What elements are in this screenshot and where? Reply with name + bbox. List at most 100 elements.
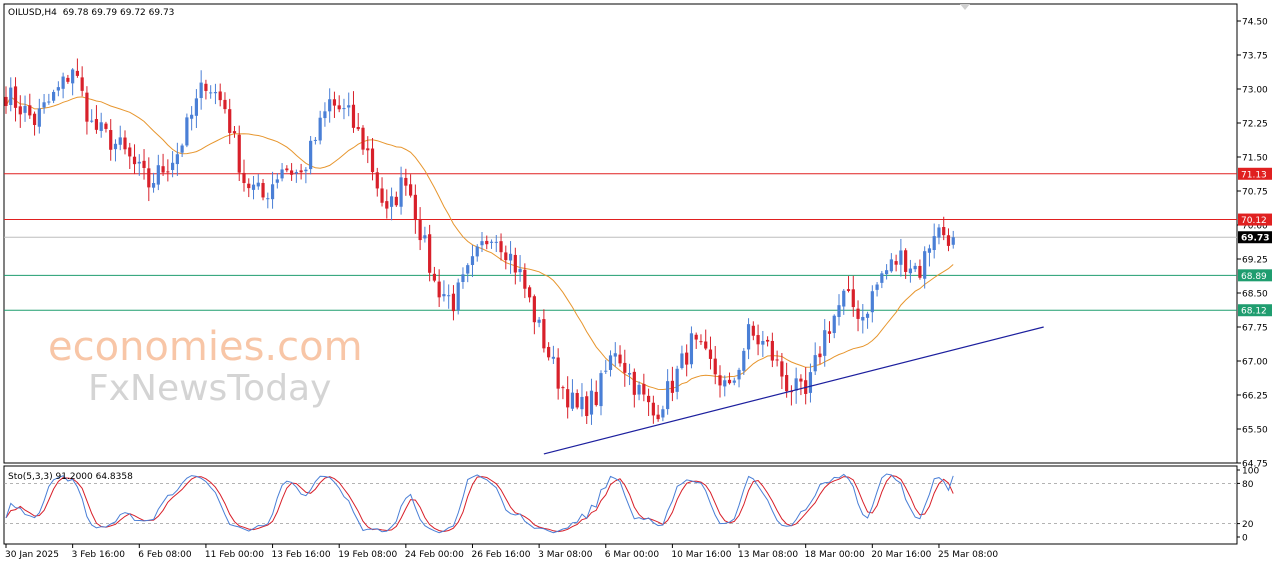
candle[interactable] (908, 259, 912, 283)
candle[interactable] (328, 88, 332, 123)
candle[interactable] (380, 177, 384, 207)
candle[interactable] (927, 244, 932, 267)
candle[interactable] (570, 379, 575, 412)
candle[interactable] (56, 81, 60, 97)
candle[interactable] (580, 383, 584, 417)
candle[interactable] (756, 324, 760, 356)
candle[interactable] (61, 72, 65, 99)
candle[interactable] (694, 332, 698, 349)
candle[interactable] (770, 332, 774, 368)
candle[interactable] (813, 342, 817, 375)
candle[interactable] (275, 173, 279, 189)
candle[interactable] (746, 318, 751, 360)
candle[interactable] (761, 330, 765, 357)
candle[interactable] (270, 171, 275, 209)
candle[interactable] (118, 125, 122, 151)
candle[interactable] (885, 264, 889, 280)
candle[interactable] (599, 370, 603, 416)
candle[interactable] (637, 381, 641, 401)
candle[interactable] (237, 125, 241, 181)
candle[interactable] (104, 121, 108, 133)
candle[interactable] (547, 342, 551, 361)
candle[interactable] (551, 345, 555, 364)
candle[interactable] (708, 336, 713, 370)
candle[interactable] (151, 172, 156, 193)
candle[interactable] (318, 110, 322, 145)
candle[interactable] (128, 142, 132, 169)
candle[interactable] (951, 230, 955, 249)
candle[interactable] (251, 175, 256, 200)
candle[interactable] (432, 266, 436, 283)
candle[interactable] (137, 154, 141, 176)
candle[interactable] (542, 309, 546, 353)
candle[interactable] (242, 159, 246, 192)
candle[interactable] (347, 92, 351, 117)
candle[interactable] (194, 89, 198, 129)
candle[interactable] (375, 167, 379, 197)
candle[interactable] (323, 102, 327, 127)
candle[interactable] (780, 352, 784, 390)
candle[interactable] (480, 231, 484, 252)
candle[interactable] (394, 191, 398, 207)
candle[interactable] (161, 153, 165, 176)
candle[interactable] (794, 367, 798, 404)
candle[interactable] (232, 125, 237, 138)
candle[interactable] (689, 326, 694, 369)
candle[interactable] (937, 224, 941, 245)
candle[interactable] (218, 83, 222, 107)
candle[interactable] (113, 139, 118, 162)
candle[interactable] (156, 154, 160, 191)
candle[interactable] (532, 294, 536, 335)
candle[interactable] (594, 380, 598, 407)
candle[interactable] (670, 366, 674, 402)
candle[interactable] (942, 216, 946, 241)
candle[interactable] (85, 86, 89, 135)
candle[interactable] (190, 106, 194, 131)
candle[interactable] (90, 109, 94, 123)
candle[interactable] (4, 86, 8, 114)
candle[interactable] (123, 130, 127, 155)
candle[interactable] (447, 284, 451, 309)
candle[interactable] (290, 163, 294, 181)
candle[interactable] (132, 144, 137, 175)
candle[interactable] (904, 248, 908, 279)
candle[interactable] (385, 189, 389, 219)
candle[interactable] (827, 321, 832, 343)
candle[interactable] (842, 288, 846, 315)
candle[interactable] (451, 285, 456, 321)
candle[interactable] (818, 346, 822, 365)
candle[interactable] (256, 174, 260, 190)
candle[interactable] (389, 187, 394, 221)
candle[interactable] (875, 282, 879, 297)
candle[interactable] (147, 157, 151, 202)
candle[interactable] (556, 348, 560, 400)
candle[interactable] (209, 85, 213, 99)
candle[interactable] (52, 89, 56, 104)
candle[interactable] (47, 93, 51, 105)
candle[interactable] (675, 365, 679, 400)
candle[interactable] (946, 228, 951, 252)
candle[interactable] (109, 119, 113, 161)
candle[interactable] (266, 192, 270, 209)
candle[interactable] (851, 275, 855, 317)
candle[interactable] (632, 368, 636, 408)
candle[interactable] (166, 159, 170, 182)
candle[interactable] (608, 350, 613, 377)
candle[interactable] (623, 349, 627, 387)
candle[interactable] (723, 375, 727, 397)
candle[interactable] (285, 165, 289, 173)
candle[interactable] (727, 372, 732, 385)
candle[interactable] (865, 311, 870, 329)
candle[interactable] (461, 267, 465, 289)
candle[interactable] (899, 238, 903, 277)
candle[interactable] (737, 367, 741, 388)
candle[interactable] (294, 169, 298, 183)
candle[interactable] (280, 163, 284, 182)
candle[interactable] (561, 385, 565, 400)
candle[interactable] (504, 245, 508, 270)
candle[interactable] (437, 269, 441, 307)
candle[interactable] (456, 278, 460, 315)
candle[interactable] (913, 262, 917, 273)
candle[interactable] (313, 137, 317, 145)
